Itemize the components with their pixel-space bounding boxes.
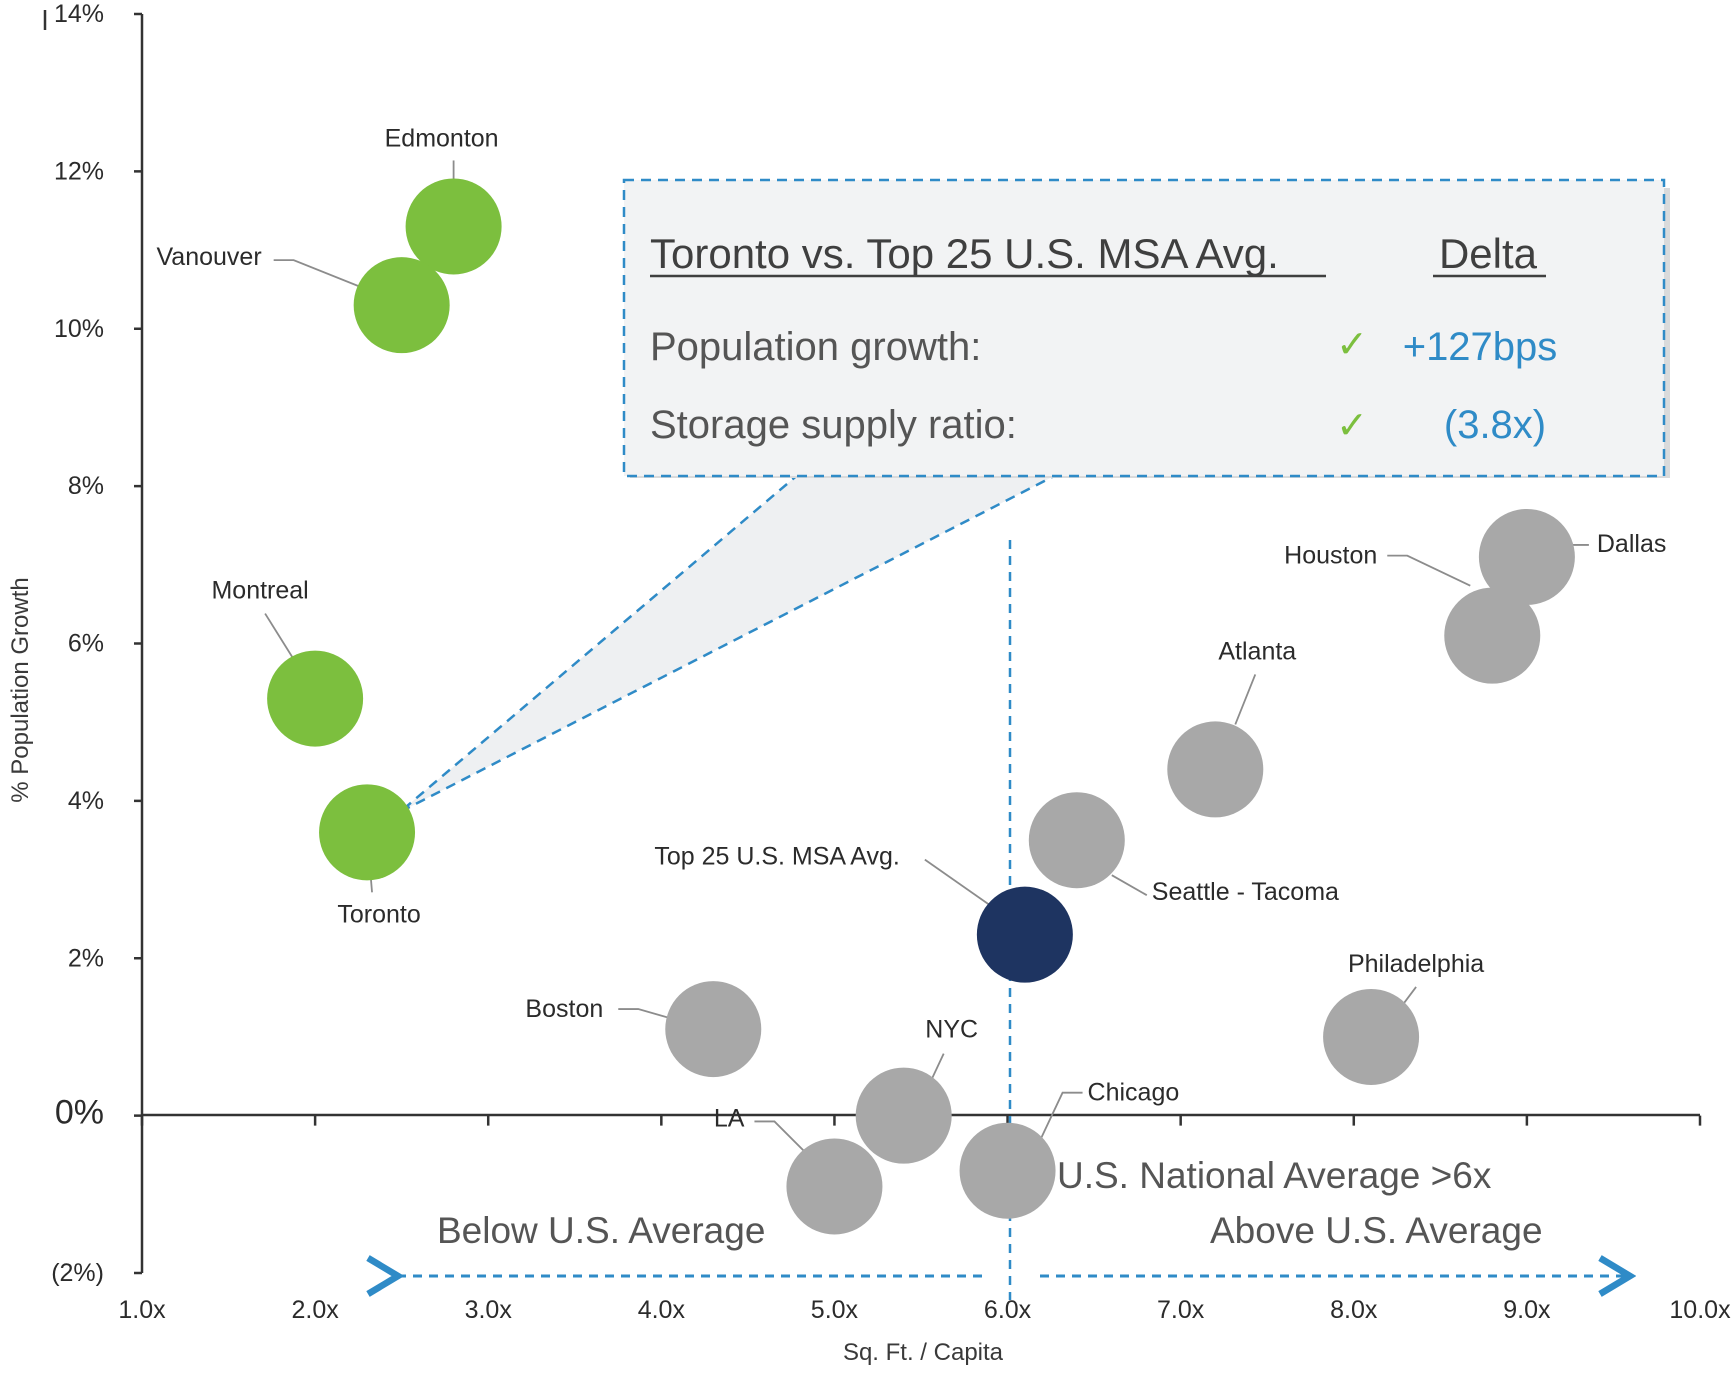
x-axis-label: Sq. Ft. / Capita — [843, 1339, 1004, 1366]
point-label: LA — [714, 1104, 745, 1132]
callout-pointer — [400, 473, 1060, 812]
callout-box: Toronto vs. Top 25 U.S. MSA Avg. Delta P… — [399, 178, 1670, 814]
point-edmonton — [405, 178, 502, 275]
y-tick-label: 12% — [54, 157, 104, 185]
point-label: NYC — [925, 1016, 978, 1044]
x-tick-label: 9.0x — [1503, 1296, 1551, 1324]
above-average-label: Above U.S. Average — [1210, 1210, 1543, 1251]
callout-header-right: Delta — [1439, 230, 1538, 277]
x-tick-label: 1.0x — [118, 1296, 166, 1324]
point-label: Philadelphia — [1348, 950, 1484, 978]
point-atlanta — [1167, 721, 1264, 818]
data-points — [267, 178, 1575, 1235]
check-icon: ✓ — [1336, 322, 1368, 366]
point-montreal — [267, 650, 364, 747]
point-label: Boston — [525, 995, 603, 1023]
leader-line — [1387, 554, 1471, 587]
point-label: Vanouver — [156, 243, 261, 271]
callout-panel — [622, 178, 1666, 478]
point-top-25-u-s-msa-avg — [976, 886, 1073, 983]
point-labels: Edmonton Vanouver Montreal Toronto Top 25 U.… — [156, 124, 1666, 1132]
point-label: Seattle - Tacoma — [1152, 878, 1339, 906]
reference-line-label: U.S. National Average >6x — [1057, 1155, 1492, 1196]
point-label: Atlanta — [1218, 637, 1296, 665]
callout-pointer-edge-left — [399, 472, 801, 813]
y-tick-label: (2%) — [51, 1259, 104, 1287]
leader-line — [1036, 1091, 1083, 1147]
point-la — [786, 1138, 883, 1235]
x-tick-label: 8.0x — [1330, 1296, 1378, 1324]
y-tick-label: 14% — [54, 0, 104, 28]
y-axis-ticks: 14% 12% 10% 8% 6% 4% 2% 0% (2%) — [51, 0, 142, 1287]
leader-line — [618, 1008, 674, 1020]
point-label: Edmonton — [385, 124, 499, 152]
callout-row-label-storage: Storage supply ratio: — [650, 403, 1017, 447]
point-boston — [665, 981, 762, 1078]
below-average-label: Below U.S. Average — [437, 1210, 765, 1251]
y-tick-label: 6% — [68, 630, 104, 658]
point-label: Houston — [1284, 542, 1377, 570]
point-label: Top 25 U.S. MSA Avg. — [654, 843, 900, 871]
x-tick-label: 6.0x — [984, 1296, 1032, 1324]
y-tick-label: 2% — [68, 944, 104, 972]
x-tick-label: 5.0x — [811, 1296, 859, 1324]
point-houston — [1444, 587, 1541, 684]
point-label: Dallas — [1597, 530, 1666, 558]
x-tick-label: 4.0x — [638, 1296, 686, 1324]
callout-row-label-population: Population growth: — [650, 325, 981, 369]
x-tick-label: 7.0x — [1157, 1296, 1205, 1324]
x-axis-ticks: 1.0x 2.0x 3.0x 4.0x 5.0x 6.0x 7.0x 8.0x 9.0x 10.0… — [118, 1115, 1731, 1324]
y-axis-label: % Population Growth — [7, 577, 34, 802]
x-tick-label: 2.0x — [291, 1296, 339, 1324]
point-toronto — [319, 784, 416, 881]
point-nyc — [855, 1067, 952, 1164]
y-tick-label: 8% — [68, 472, 104, 500]
point-chicago — [959, 1122, 1056, 1219]
check-icon: ✓ — [1336, 403, 1368, 447]
point-vanouver — [353, 257, 450, 354]
x-tick-label: 10.0x — [1669, 1296, 1731, 1324]
point-dallas — [1478, 508, 1575, 605]
point-label: Toronto — [337, 900, 420, 928]
y-tick-label: 0% — [55, 1094, 104, 1132]
callout-row-value-population: +127bps — [1403, 325, 1558, 369]
leader-line — [1234, 674, 1257, 725]
point-philadelphia — [1323, 988, 1420, 1085]
leader-line — [754, 1120, 806, 1153]
point-label: Chicago — [1088, 1079, 1180, 1107]
x-tick-label: 3.0x — [465, 1296, 513, 1324]
point-seattle-tacoma — [1028, 792, 1125, 889]
callout-row-value-storage: (3.8x) — [1444, 403, 1546, 447]
y-tick-label: 10% — [54, 315, 104, 343]
y-tick-label: 4% — [68, 787, 104, 815]
leader-line — [1111, 874, 1148, 897]
callout-header-left: Toronto vs. Top 25 U.S. MSA Avg. — [650, 230, 1279, 277]
point-label: Montreal — [211, 577, 308, 605]
callout-pointer-edge-right — [399, 471, 1061, 814]
